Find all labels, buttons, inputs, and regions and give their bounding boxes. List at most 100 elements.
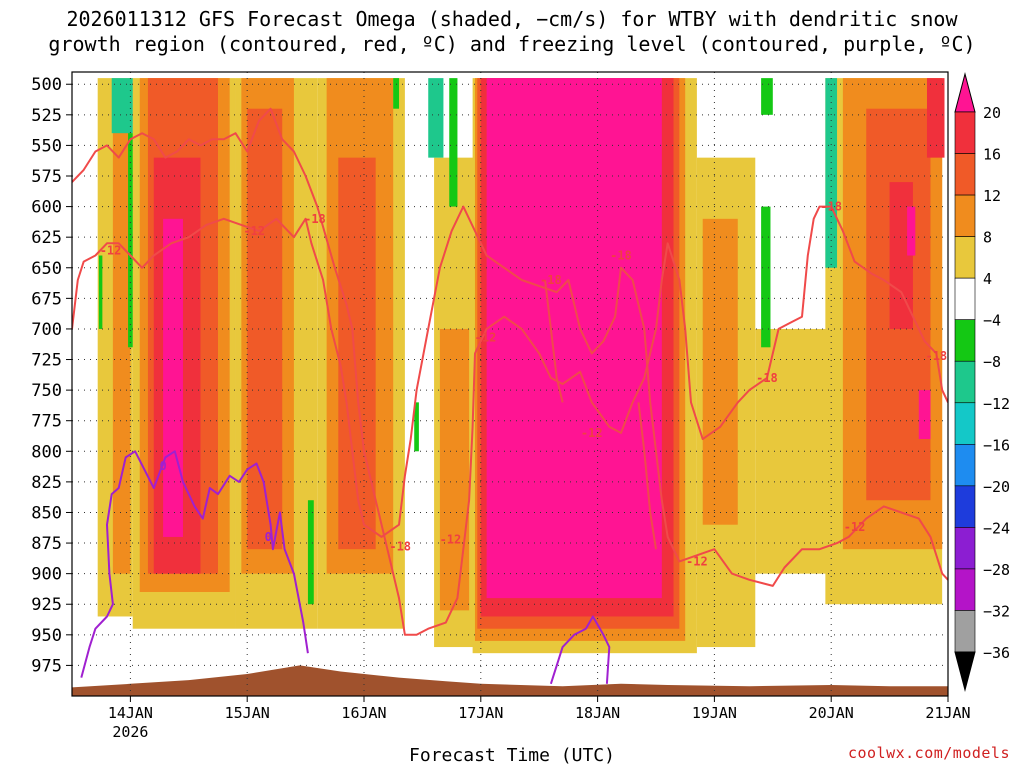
y-tick-label: 850: [31, 503, 62, 523]
colorbar-swatch: [954, 111, 976, 154]
colorbar-swatch: [954, 236, 976, 279]
terrain-ground: [72, 665, 948, 696]
omega-shade-region: [111, 78, 133, 134]
contour-label: -12: [440, 532, 462, 546]
omega-shade-region: [755, 328, 832, 574]
dgz-contour-line: [72, 107, 948, 636]
y-tick-label: 875: [31, 534, 62, 554]
colorbar-tick-label: −8: [983, 353, 1001, 371]
contour-label: -12: [475, 331, 497, 345]
plot-area: [72, 78, 948, 696]
omega-shade-region: [926, 78, 945, 158]
omega-shade-region: [486, 78, 662, 599]
contour-label: -18: [925, 349, 947, 363]
freezing-level-contour-line: [549, 615, 611, 685]
y-tick-label: 550: [31, 136, 62, 156]
y-axis: 500 525 550 575 600 625 650 675 700 725 750 775 800 8…: [31, 75, 72, 676]
contour-label: -18: [820, 200, 842, 214]
contour-label: -18: [610, 249, 632, 263]
y-tick-label: 800: [31, 442, 62, 462]
y-tick-label: 775: [31, 412, 62, 432]
y-tick-label: 650: [31, 259, 62, 279]
plot-frame: [71, 71, 949, 697]
omega-shade-region: [702, 218, 738, 525]
omega-shade-region: [307, 500, 314, 605]
x-tick-label: 15JAN: [225, 704, 270, 722]
colorbar-tick-label: −24: [983, 519, 1010, 537]
colorbar-tick-label: −4: [983, 312, 1001, 330]
x-tick-year-label: 2026: [112, 723, 148, 741]
colorbar-swatch: [954, 444, 976, 487]
y-tick-label: 525: [31, 106, 62, 126]
contour-label: -12: [581, 426, 603, 440]
omega-shade-region: [907, 206, 916, 256]
y-tick-label: 725: [31, 351, 62, 371]
y-tick-label: 500: [31, 75, 62, 95]
x-tick-label: 21JAN: [925, 704, 970, 722]
colorbar-tick-label: −36: [983, 644, 1010, 662]
contour-label: 0: [159, 459, 166, 473]
dgz-contour-line: [72, 205, 948, 587]
y-tick-label: 900: [31, 565, 62, 585]
y-tick-label: 750: [31, 381, 62, 401]
y-tick-label: 575: [31, 167, 62, 187]
colorbar-swatch: [954, 153, 976, 196]
dgz-contour-line: [637, 402, 657, 550]
chart-title-line-2: growth region (contoured, red, ºC) and f…: [48, 32, 976, 56]
colorbar-swatch: [954, 402, 976, 445]
colorbar-tick-label: 20: [983, 104, 1001, 122]
colorbar-tick-label: −32: [983, 602, 1010, 620]
chart-title-line-1: 2026011312 GFS Forecast Omega (shaded, −…: [66, 7, 958, 31]
contour-label: -18: [540, 273, 562, 287]
omega-shade-region: [393, 78, 400, 109]
x-tick-label: 16JAN: [341, 704, 386, 722]
contour-label: -12: [686, 554, 708, 568]
contour-label: 0: [265, 530, 272, 544]
freezing-level-contour-line: [80, 450, 309, 678]
contour-label: -12: [243, 224, 265, 238]
omega-shade-region: [918, 390, 931, 440]
x-tick-label: 17JAN: [458, 704, 503, 722]
contour-label: -12: [844, 520, 866, 534]
x-axis-label: Forecast Time (UTC): [409, 745, 615, 766]
y-tick-label: 675: [31, 289, 62, 309]
contour-label: -12: [100, 244, 122, 258]
contour-label: -18: [304, 212, 326, 226]
credit-link[interactable]: coolwx.com/models: [847, 744, 1010, 762]
x-tick-label: 14JAN: [108, 704, 153, 722]
colorbar-swatch: [954, 277, 976, 320]
colorbar-tick-label: −28: [983, 561, 1010, 579]
colorbar-tick-label: −20: [983, 478, 1010, 496]
contour-layer: -12 -12 -18 -12 -18 -18 -12 -12 -18 -12 -18 -18 -12 -…: [72, 107, 948, 685]
omega-shade-region: [98, 255, 103, 329]
y-tick-label: 825: [31, 473, 62, 493]
y-tick-label: 700: [31, 320, 62, 340]
colorbar-tick-label: 8: [983, 229, 992, 247]
colorbar-swatch: [954, 360, 976, 404]
omega-shade-region: [761, 206, 771, 348]
colorbar-swatch: [954, 194, 976, 237]
colorbar-tick-label: −12: [983, 395, 1010, 413]
y-tick-label: 925: [31, 595, 62, 615]
contour-label: -18: [389, 540, 411, 554]
omega-shade-region: [761, 78, 773, 115]
omega-shade-region: [163, 218, 183, 537]
colorbar-swatch: [954, 527, 976, 570]
colorbar-tick-label: 4: [983, 270, 992, 288]
dgz-contour-line: [544, 279, 564, 403]
colorbar: 20 16 12 8 4 −4 −8 −12 −16 −20 −24 −28 −32 −36: [954, 72, 1010, 692]
omega-shade-region: [428, 78, 444, 158]
colorbar-tick-label: 12: [983, 187, 1001, 205]
colorbar-tick-label: −16: [983, 436, 1010, 454]
x-tick-label: 18JAN: [575, 704, 620, 722]
y-tick-label: 975: [31, 656, 62, 676]
contour-label: -18: [756, 371, 778, 385]
colorbar-swatch: [954, 568, 976, 611]
colorbar-tick-label: 16: [983, 146, 1001, 164]
colorbar-swatch: [954, 610, 976, 653]
omega-shade-region: [414, 402, 419, 452]
y-tick-label: 950: [31, 626, 62, 646]
x-tick-label: 20JAN: [809, 704, 854, 722]
